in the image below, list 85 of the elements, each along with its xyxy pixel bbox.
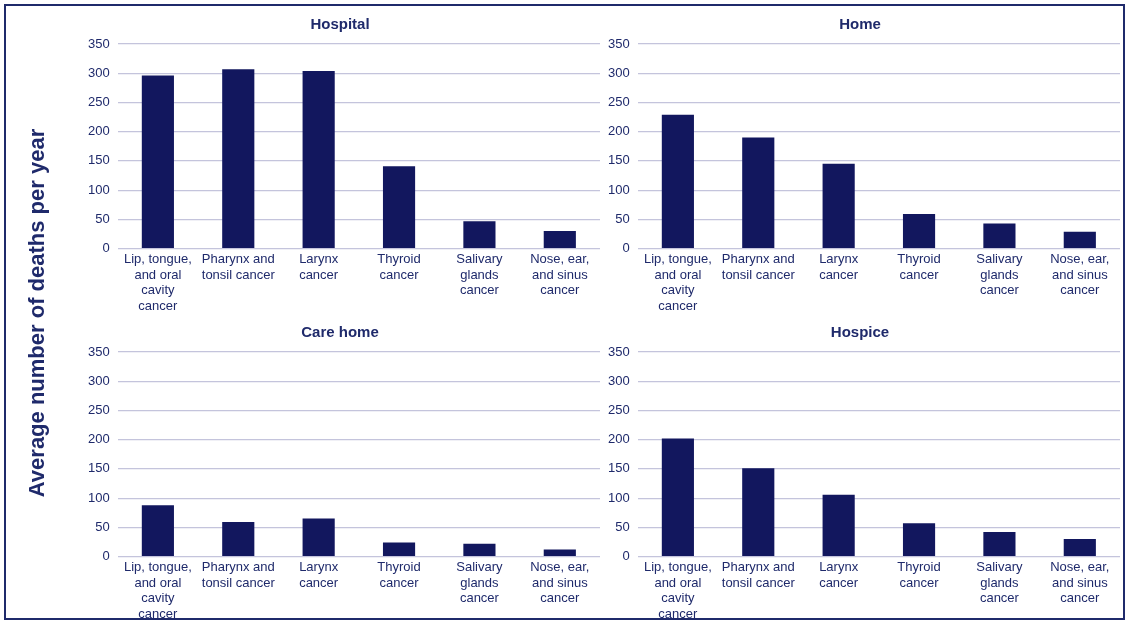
x-tick-label: Pharynx and tonsil cancer bbox=[721, 250, 796, 282]
x-tick-label: Pharynx and tonsil cancer bbox=[201, 558, 276, 590]
y-tick-label: 250 bbox=[607, 402, 630, 418]
y-tick-label: 0 bbox=[102, 240, 110, 256]
x-tick-label: Salivary glands cancer bbox=[976, 558, 1024, 606]
x-tick-label: Pharynx and tonsil cancer bbox=[201, 250, 276, 282]
y-tick-label: 300 bbox=[87, 372, 110, 388]
bar bbox=[141, 75, 174, 248]
bar bbox=[382, 166, 416, 248]
bar bbox=[463, 221, 496, 248]
y-tick-label: 250 bbox=[87, 94, 110, 110]
x-tick-label: Thyroid cancer bbox=[377, 558, 421, 590]
bar bbox=[822, 163, 855, 248]
chart-title: Hospice bbox=[830, 323, 890, 341]
x-tick-label: Lip, tongue, and oral cavity cancer bbox=[123, 558, 192, 621]
y-tick-label: 300 bbox=[607, 64, 630, 80]
bar bbox=[302, 70, 335, 248]
x-tick-label: Lip, tongue, and oral cavity cancer bbox=[123, 250, 192, 313]
bar bbox=[983, 532, 1016, 556]
y-tick-label: 0 bbox=[102, 548, 110, 564]
bar bbox=[1063, 231, 1096, 248]
chart-title: Home bbox=[839, 15, 881, 33]
bar bbox=[983, 223, 1016, 248]
y-tick-label: 350 bbox=[607, 35, 630, 51]
y-tick-label: 200 bbox=[87, 431, 110, 447]
y-tick-label: 350 bbox=[87, 343, 110, 359]
y-tick-label: 100 bbox=[87, 489, 110, 505]
bar bbox=[302, 518, 335, 556]
x-tick-label: Thyroid cancer bbox=[897, 250, 941, 282]
bar bbox=[463, 543, 496, 556]
y-axis-title: Average number of deaths per year bbox=[24, 128, 50, 498]
x-tick-label: Nose, ear, and sinus cancer bbox=[1050, 558, 1110, 606]
bar bbox=[222, 522, 255, 556]
x-tick-label: Salivary glands cancer bbox=[976, 250, 1024, 298]
x-tick-label: Nose, ear, and sinus cancer bbox=[1050, 250, 1110, 298]
x-tick-label: Larynx cancer bbox=[299, 250, 339, 282]
x-tick-label: Larynx cancer bbox=[819, 558, 859, 590]
y-tick-label: 0 bbox=[622, 240, 630, 256]
y-tick-label: 50 bbox=[95, 518, 110, 534]
x-tick-label: Nose, ear, and sinus cancer bbox=[530, 558, 590, 606]
bar bbox=[742, 137, 775, 248]
chart-title: Hospital bbox=[310, 15, 370, 33]
x-tick-label: Larynx cancer bbox=[299, 558, 339, 590]
bar bbox=[822, 494, 855, 556]
x-tick-label: Thyroid cancer bbox=[897, 558, 941, 590]
bar bbox=[382, 542, 416, 556]
x-tick-label: Nose, ear, and sinus cancer bbox=[530, 250, 590, 298]
bar bbox=[902, 523, 936, 556]
y-tick-label: 250 bbox=[607, 94, 630, 110]
y-tick-label: 150 bbox=[87, 152, 110, 168]
x-tick-label: Lip, tongue, and oral cavity cancer bbox=[643, 558, 712, 621]
bar bbox=[661, 114, 694, 248]
x-tick-label: Larynx cancer bbox=[819, 250, 859, 282]
chart-title: Care home bbox=[301, 323, 379, 341]
y-tick-label: 150 bbox=[607, 460, 630, 476]
x-tick-label: Lip, tongue, and oral cavity cancer bbox=[643, 250, 712, 313]
y-tick-label: 250 bbox=[87, 402, 110, 418]
y-tick-label: 50 bbox=[95, 210, 110, 226]
bar bbox=[661, 438, 694, 556]
y-tick-label: 350 bbox=[607, 343, 630, 359]
bar bbox=[141, 505, 174, 556]
y-tick-label: 150 bbox=[607, 152, 630, 168]
y-tick-label: 0 bbox=[622, 548, 630, 564]
x-tick-label: Pharynx and tonsil cancer bbox=[721, 558, 796, 590]
bar bbox=[222, 69, 255, 248]
bar bbox=[543, 231, 576, 248]
bar bbox=[1063, 539, 1096, 556]
bar bbox=[902, 214, 936, 248]
bar bbox=[742, 468, 775, 556]
y-tick-label: 100 bbox=[607, 181, 630, 197]
y-tick-label: 50 bbox=[615, 518, 630, 534]
bar bbox=[543, 549, 576, 556]
x-tick-label: Thyroid cancer bbox=[377, 250, 421, 282]
x-tick-label: Salivary glands cancer bbox=[456, 250, 504, 298]
y-tick-label: 100 bbox=[607, 489, 630, 505]
y-tick-label: 200 bbox=[607, 123, 630, 139]
y-tick-label: 300 bbox=[607, 372, 630, 388]
y-tick-label: 350 bbox=[87, 35, 110, 51]
y-tick-label: 150 bbox=[87, 460, 110, 476]
y-tick-label: 200 bbox=[607, 431, 630, 447]
x-tick-label: Salivary glands cancer bbox=[456, 558, 504, 606]
y-tick-label: 50 bbox=[615, 210, 630, 226]
y-tick-label: 300 bbox=[87, 64, 110, 80]
y-tick-label: 100 bbox=[87, 181, 110, 197]
y-tick-label: 200 bbox=[87, 123, 110, 139]
